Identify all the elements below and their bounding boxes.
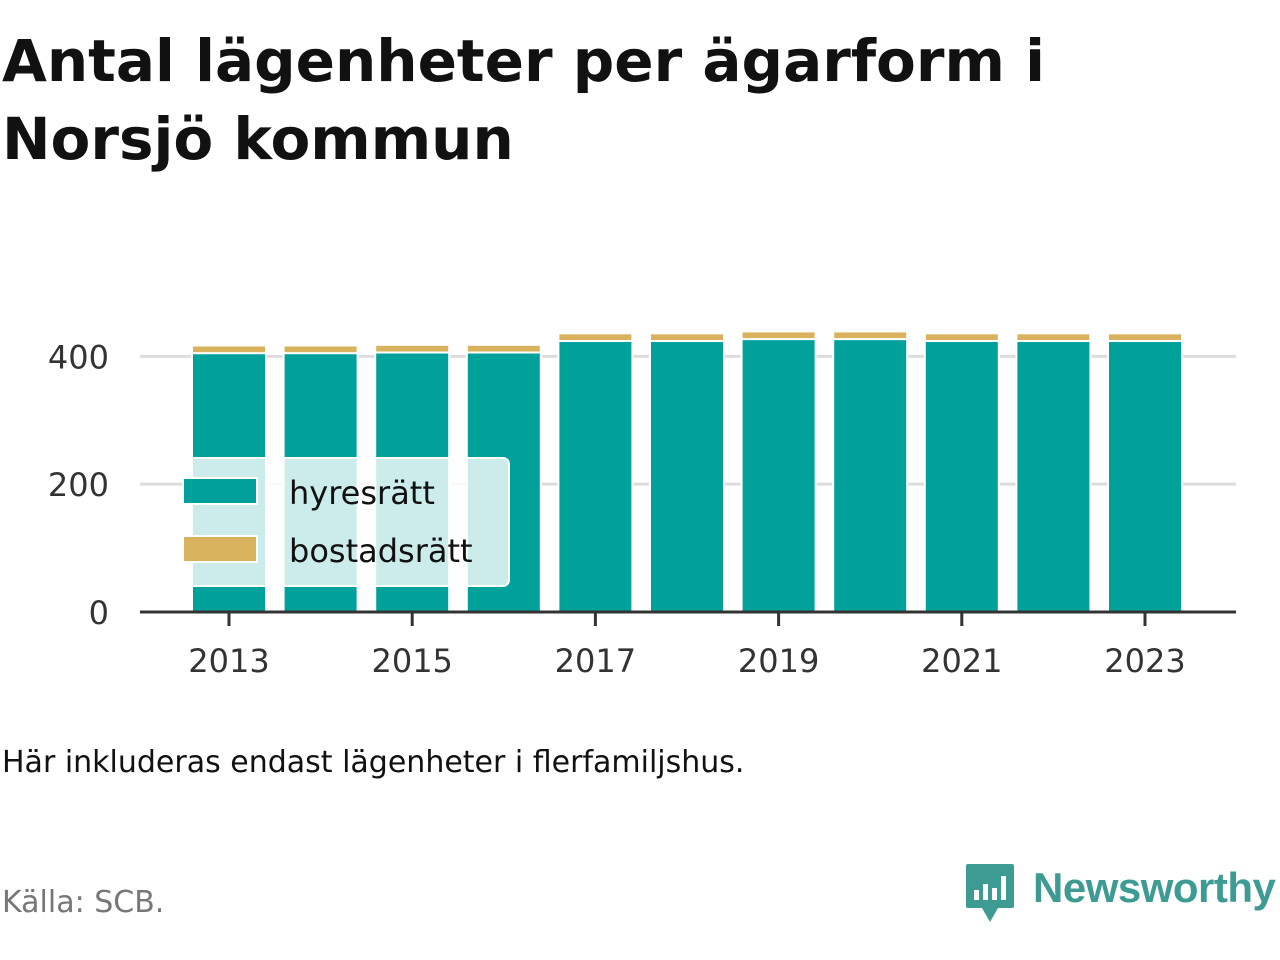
y-tick-label: 400 (48, 338, 109, 376)
bar-segment-bostadsratt (465, 343, 542, 354)
bar-segment-bostadsratt (832, 330, 909, 341)
legend-background (182, 457, 510, 587)
bar-segment-hyresratt (1107, 340, 1183, 613)
legend-label-bostadsratt: bostadsrätt (289, 532, 473, 570)
bar-segment-bostadsratt (282, 344, 359, 355)
bar-segment-hyresratt (832, 338, 909, 613)
bar-segment-bostadsratt (649, 332, 725, 343)
bar-segment-bostadsratt (374, 343, 451, 354)
newsworthy-logo-icon (966, 864, 1014, 922)
axes: 2013 2015 2017 2019 2021 2023 (140, 610, 1236, 680)
bar-segment-bostadsratt (191, 344, 267, 355)
x-tick-label: 2021 (921, 642, 1002, 680)
chart-title: Antal lägenheter per ägarform i Norsjö k… (2, 27, 1046, 173)
x-tick-label: 2017 (555, 642, 636, 680)
y-tick-label: 200 (48, 466, 109, 504)
bar-segment-bostadsratt (1015, 332, 1092, 343)
brand-name: Newsworthy (1033, 864, 1276, 911)
bar-segment-hyresratt (740, 338, 817, 613)
bar-segment-hyresratt (923, 340, 1000, 613)
y-tick-label: 0 (89, 594, 109, 632)
legend-swatch-hyresratt (182, 477, 258, 505)
bar-segment-hyresratt (557, 340, 634, 613)
bar-segment-bostadsratt (1107, 332, 1183, 343)
brand-logo: Newsworthy (965, 862, 1276, 926)
bar-segment-bostadsratt (923, 332, 1000, 343)
chart-source: Källa: SCB. (2, 885, 165, 920)
x-tick-label: 2019 (738, 642, 819, 680)
legend: hyresrätt bostadsrätt (182, 457, 510, 587)
legend-label-hyresratt: hyresrätt (289, 474, 435, 512)
x-tick-label: 2013 (188, 642, 269, 680)
x-tick-label: 2015 (371, 642, 452, 680)
bar-segment-bostadsratt (740, 330, 817, 341)
bar-segment-bostadsratt (557, 332, 634, 343)
bar-segment-hyresratt (1015, 340, 1092, 613)
chart-note: Här inkluderas endast lägenheter i flerf… (2, 745, 745, 780)
x-tick-label: 2023 (1104, 642, 1185, 680)
bar-segment-hyresratt (649, 340, 725, 613)
legend-swatch-bostadsratt (182, 535, 258, 563)
